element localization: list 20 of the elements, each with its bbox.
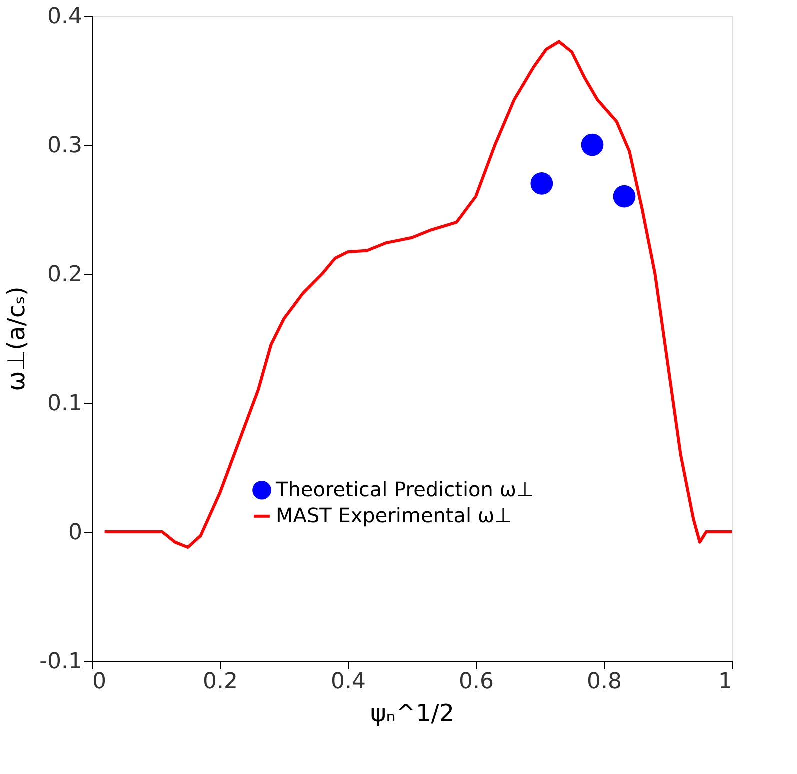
y-tick-label: 0.3: [48, 134, 82, 158]
y-tick-label: -0.1: [40, 650, 82, 674]
legend-label: MAST Experimental ω⊥: [276, 503, 512, 528]
x-tick-label: 0.6: [459, 670, 494, 694]
y-axis-title: ω⊥(a/cₛ): [2, 286, 31, 392]
y-tick-label: 0.4: [48, 4, 82, 30]
x-tick-label: 0: [92, 670, 106, 694]
point: [530, 172, 554, 195]
point: [613, 185, 636, 208]
point: [581, 134, 604, 156]
line-series: [103, 40, 734, 549]
x-tick-label: 0.8: [587, 670, 622, 694]
x-tick-label: 1: [718, 670, 732, 694]
legend-label: Theoretical Prediction ω⊥: [275, 477, 534, 502]
y-tick-label: 0.2: [48, 262, 82, 288]
x-axis-title: ψₙ^1/2: [370, 700, 455, 728]
y-tick-label: 0.1: [48, 392, 82, 416]
x-tick-label: 0.2: [203, 670, 238, 694]
y-tick-label: 0: [68, 520, 82, 546]
x-tick-label: 0.4: [331, 670, 366, 694]
